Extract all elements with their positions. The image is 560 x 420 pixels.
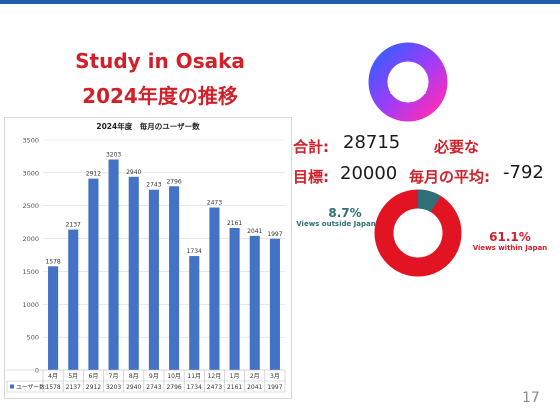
within-japan-percent: 61.1% [489,230,531,244]
table-value: 2912 [86,384,101,391]
outside-japan-percent: 8.7% [328,206,362,220]
bar-data-label: 3203 [106,152,121,159]
table-value: 2473 [207,384,222,391]
target-label: 目標: [293,168,329,186]
x-tick-label: 9月 [149,373,159,380]
slide-title-en: Study in Osaka [75,49,245,73]
table-value: 1578 [45,384,60,391]
reached-donut: 143.6% Reached [368,42,448,122]
views-donut [374,189,462,277]
bar [148,189,159,370]
views-within-japan-segment [374,189,462,277]
total-label: 合計: [293,138,329,156]
table-value: 2743 [146,384,161,391]
x-tick-label: 3月 [270,373,280,380]
bar-chart-panel: 2024年度 毎月のユーザー数 0 500 1000 1500 2000 2500 3000… [4,117,292,399]
page-number: 17 [522,390,540,406]
bar [88,178,99,370]
x-tick-label: 2月 [250,373,260,380]
reached-label: Reached [390,87,426,96]
bar-data-label: 1997 [267,231,282,238]
reached-donut-ring [368,42,448,122]
views-outside-japan-segment [374,189,462,277]
bar-data-label: 1734 [187,248,202,255]
table-value: 2940 [126,384,141,391]
y-tick-label: 3000 [22,169,39,177]
bar-data-label: 2161 [227,220,242,227]
x-tick-label: 7月 [109,373,119,380]
x-tick-label: 11月 [187,373,201,380]
legend-label: ユーザー数: [16,383,47,391]
bar-data-label: 2137 [66,222,81,229]
x-tick-label: 8月 [129,373,139,380]
within-japan-label: Views within Japan [472,244,548,252]
x-tick-label: 4月 [48,373,58,380]
needed-label: 必要な [434,138,480,156]
y-tick-label: 2000 [22,235,39,243]
x-tick-label: 6月 [89,373,99,380]
total-value: 28715 [343,132,401,153]
reached-percent: 143.6% [388,76,428,87]
bar [108,159,119,370]
bar-data-label: 2940 [126,169,141,176]
monthly-average-value: -792 [503,162,544,183]
target-value: 20000 [340,163,398,184]
x-tick-label: 1月 [230,373,240,380]
chart-title: 2024年度 毎月のユーザー数 [96,121,200,131]
top-rule [0,0,560,4]
bar-chart: 2024年度 毎月のユーザー数 0 500 1000 1500 2000 2500 3000… [6,121,286,393]
bar [249,235,260,370]
bar-data-label: 2041 [247,228,262,235]
table-value: 2796 [166,384,181,391]
y-tick-label: 2500 [22,202,39,210]
table-value: 1734 [187,384,202,391]
slide-title-ja: 2024年度の推移 [82,84,238,108]
table-value: 1997 [267,384,282,391]
x-tick-label: 5月 [68,373,78,380]
bar [128,176,139,370]
bar-data-label: 2796 [166,178,181,185]
bar-data-label: 1578 [45,258,60,265]
bar [169,186,180,370]
y-tick-label: 3500 [22,137,39,145]
outside-japan-label: Views outside Japan [296,220,376,228]
y-tick-label: 500 [27,334,39,342]
y-tick-label: 1500 [22,268,39,276]
bar [209,207,220,370]
table-value: 2161 [227,384,242,391]
x-tick-label: 10月 [167,373,181,380]
bar [229,227,240,370]
monthly-average-label: 毎月の平均: [409,168,490,186]
bar-data-label: 2473 [207,199,222,206]
table-value: 3203 [106,384,121,391]
bar-data-label: 2743 [146,182,161,189]
bar-data-label: 2912 [86,171,101,178]
bar [68,229,79,370]
y-tick-label: 0 [35,367,39,375]
bar [189,256,200,370]
bar [48,266,59,370]
y-tick-label: 1000 [22,301,39,309]
table-value: 2137 [66,384,81,391]
bar [269,238,280,370]
x-tick-label: 12月 [208,373,222,380]
legend-swatch [10,384,14,389]
table-value: 2041 [247,384,262,391]
